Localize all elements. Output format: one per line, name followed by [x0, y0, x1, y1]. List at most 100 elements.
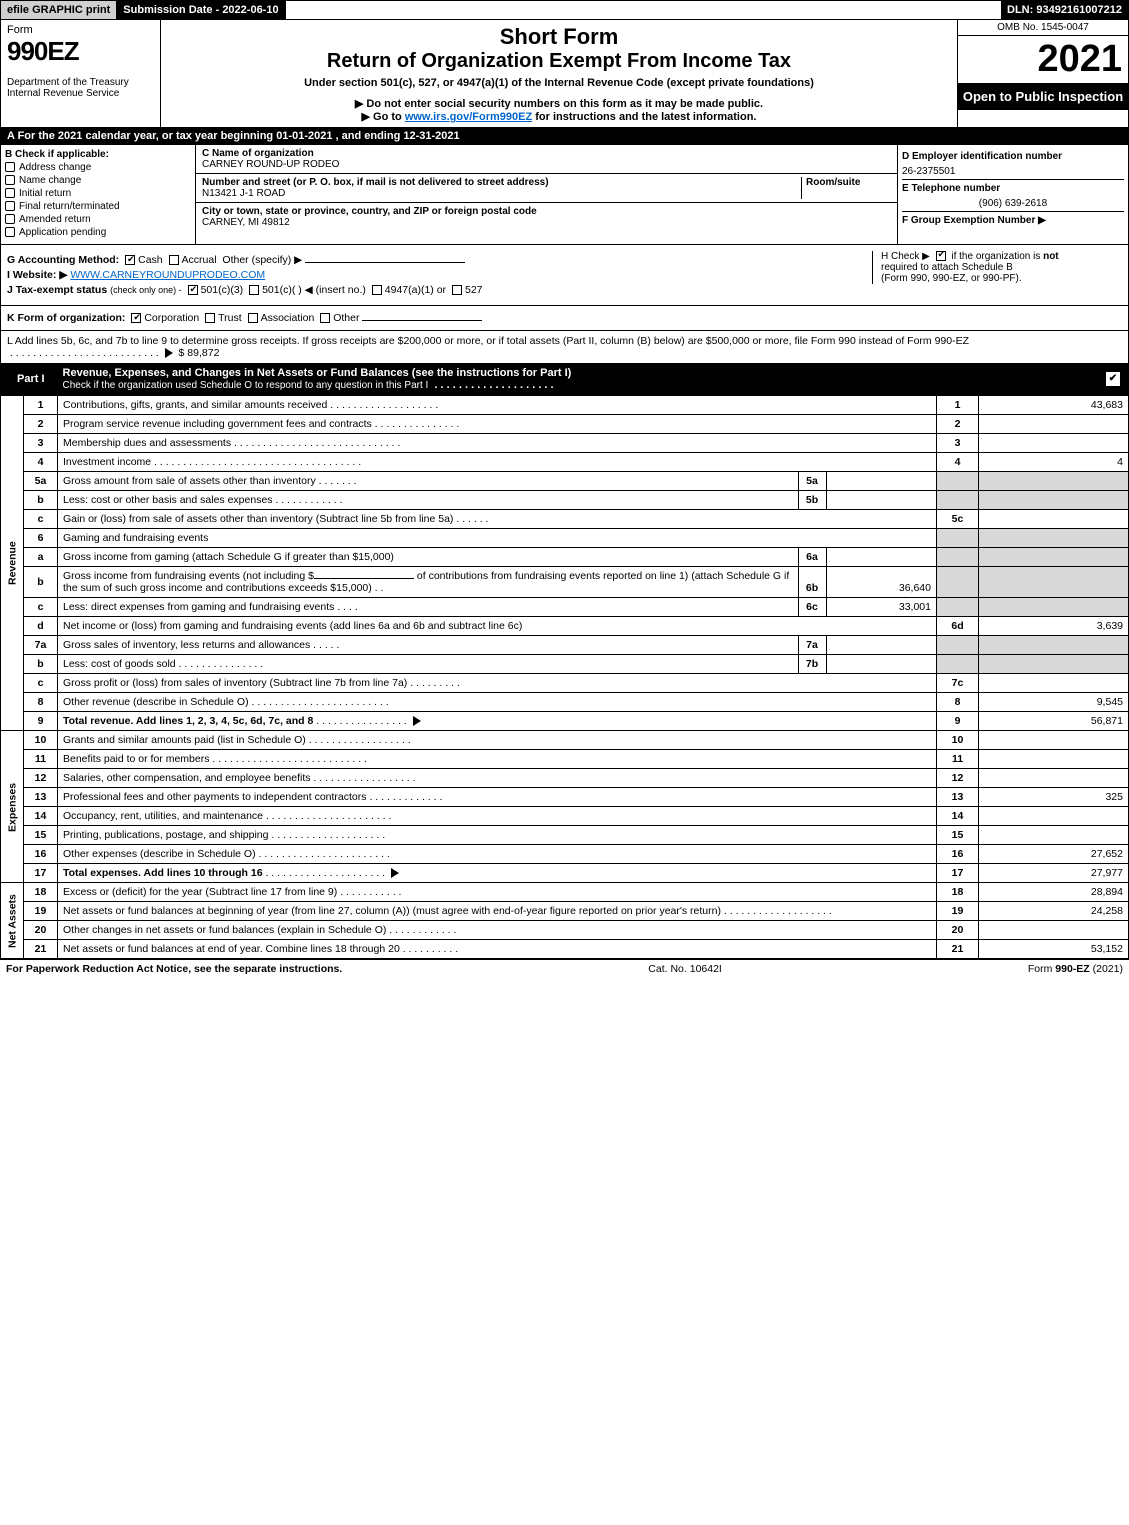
ein-value: 26-2375501 — [902, 164, 1124, 179]
dln: DLN: 93492161007212 — [1001, 1, 1128, 19]
line6b-amount: 36,640 — [826, 567, 936, 597]
top-bar: efile GRAPHIC print Submission Date - 20… — [0, 0, 1129, 20]
g-accrual-check[interactable] — [169, 255, 179, 265]
j-501c3-check[interactable] — [188, 285, 198, 295]
tel-value: (906) 639-2618 — [902, 196, 1124, 211]
submission-date: Submission Date - 2022-06-10 — [117, 1, 285, 19]
line16-amount: 27,652 — [979, 845, 1129, 864]
website-link[interactable]: WWW.CARNEYROUNDUPRODEO.COM — [70, 269, 265, 281]
h-text2: required to attach Schedule B — [881, 262, 1013, 273]
row-a-calendar: A For the 2021 calendar year, or tax yea… — [0, 128, 1129, 145]
h-post: if the organization is — [949, 251, 1044, 262]
form-label: Form — [7, 24, 154, 36]
h-text3: (Form 990, 990-EZ, or 990-PF). — [881, 273, 1022, 284]
k-trust-check[interactable] — [205, 313, 215, 323]
j-label: J Tax-exempt status — [7, 284, 107, 296]
line19-amount: 24,258 — [979, 902, 1129, 921]
g-label: G Accounting Method: — [7, 254, 119, 266]
line6d-amount: 3,639 — [979, 617, 1129, 636]
dept-treasury: Department of the Treasury Internal Reve… — [7, 77, 154, 99]
link-pre: ▶ Go to — [362, 111, 405, 123]
c-name-label: C Name of organization — [202, 148, 314, 159]
part1-num: Part I — [9, 371, 53, 387]
efile-label: efile GRAPHIC print — [1, 1, 117, 19]
arrow-icon — [165, 348, 173, 358]
footer-left: For Paperwork Reduction Act Notice, see … — [6, 963, 342, 975]
right-header-block: OMB No. 1545-0047 2021 Open to Public In… — [958, 20, 1128, 127]
h-pre: H Check ▶ — [881, 251, 933, 262]
revenue-side-label: Revenue — [1, 396, 24, 731]
c-city-label: City or town, state or province, country… — [202, 206, 537, 217]
f-group-label: F Group Exemption Number ▶ — [902, 215, 1046, 226]
title-short: Short Form — [167, 24, 951, 50]
part1-check[interactable]: ✔ — [1106, 372, 1120, 386]
d-column: D Employer identification number 26-2375… — [898, 145, 1128, 244]
j-line: J Tax-exempt status (check only one) - 5… — [7, 284, 1122, 296]
section-bcdef: B Check if applicable: Address change Na… — [0, 145, 1129, 245]
g-cash-check[interactable] — [125, 255, 135, 265]
line21-amount: 53,152 — [979, 940, 1129, 959]
part1-table: Revenue 1Contributions, gifts, grants, a… — [0, 395, 1129, 959]
org-name: CARNEY ROUND-UP RODEO — [202, 159, 339, 170]
k-assoc-check[interactable] — [248, 313, 258, 323]
l-amount: $ 89,872 — [179, 347, 220, 359]
form-number: 990EZ — [7, 36, 154, 67]
h-checkbox[interactable] — [936, 251, 946, 261]
row-k: K Form of organization: Corporation Trus… — [0, 306, 1129, 331]
j-4947-check[interactable] — [372, 285, 382, 295]
part1-title: Revenue, Expenses, and Changes in Net As… — [63, 367, 1106, 391]
irs-link[interactable]: www.irs.gov/Form990EZ — [405, 111, 532, 123]
form-header: Form 990EZ Department of the Treasury In… — [0, 20, 1129, 128]
d-ein-label: D Employer identification number — [902, 151, 1062, 162]
open-public-badge: Open to Public Inspection — [958, 83, 1128, 110]
b-initial-return[interactable]: Initial return — [5, 188, 191, 199]
expenses-side-label: Expenses — [1, 731, 24, 883]
b-application-pending[interactable]: Application pending — [5, 227, 191, 238]
org-city: CARNEY, MI 49812 — [202, 217, 290, 228]
line1-amount: 43,683 — [979, 396, 1129, 415]
title-area: Short Form Return of Organization Exempt… — [161, 20, 958, 127]
line17-amount: 27,977 — [979, 864, 1129, 883]
b-column: B Check if applicable: Address change Na… — [1, 145, 196, 244]
c-column: C Name of organization CARNEY ROUND-UP R… — [196, 145, 898, 244]
line6c-amount: 33,001 — [826, 598, 936, 616]
j-527-check[interactable] — [452, 285, 462, 295]
c-street-label: Number and street (or P. O. box, if mail… — [202, 177, 549, 188]
j-501c-check[interactable] — [249, 285, 259, 295]
room-label: Room/suite — [806, 177, 860, 188]
title-return: Return of Organization Exempt From Incom… — [167, 50, 951, 73]
part1-header: Part I Revenue, Expenses, and Changes in… — [0, 364, 1129, 395]
k-other-check[interactable] — [320, 313, 330, 323]
k-corp-check[interactable] — [131, 313, 141, 323]
line9-amount: 56,871 — [979, 712, 1129, 731]
h-box: H Check ▶ if the organization is not req… — [872, 251, 1122, 284]
form-id-block: Form 990EZ Department of the Treasury In… — [1, 20, 161, 127]
footer-right: Form 990-EZ (2021) — [1028, 963, 1123, 975]
b-amended-return[interactable]: Amended return — [5, 214, 191, 225]
b-name-change[interactable]: Name change — [5, 175, 191, 186]
line8-amount: 9,545 — [979, 693, 1129, 712]
arrow-icon — [391, 868, 399, 878]
line13-amount: 325 — [979, 788, 1129, 807]
k-label: K Form of organization: — [7, 312, 125, 324]
tax-year: 2021 — [958, 36, 1128, 83]
arrow-icon — [413, 716, 421, 726]
title-under: Under section 501(c), 527, or 4947(a)(1)… — [167, 77, 951, 89]
l-text: L Add lines 5b, 6c, and 7b to line 9 to … — [7, 335, 969, 347]
line4-amount: 4 — [979, 453, 1129, 472]
org-street: N13421 J-1 ROAD — [202, 188, 285, 199]
h-not: not — [1043, 251, 1059, 262]
section-ghij: H Check ▶ if the organization is not req… — [0, 245, 1129, 306]
note-ssn: ▶ Do not enter social security numbers o… — [167, 97, 951, 110]
omb-number: OMB No. 1545-0047 — [958, 20, 1128, 36]
note-link-line: ▶ Go to www.irs.gov/Form990EZ for instru… — [167, 110, 951, 123]
netassets-side-label: Net Assets — [1, 883, 24, 959]
b-final-return[interactable]: Final return/terminated — [5, 201, 191, 212]
e-tel-label: E Telephone number — [902, 183, 1000, 194]
link-post: for instructions and the latest informat… — [532, 111, 756, 123]
line18-amount: 28,894 — [979, 883, 1129, 902]
page-footer: For Paperwork Reduction Act Notice, see … — [0, 959, 1129, 978]
i-label: I Website: ▶ — [7, 269, 67, 281]
b-header: B Check if applicable: — [5, 149, 191, 160]
b-address-change[interactable]: Address change — [5, 162, 191, 173]
